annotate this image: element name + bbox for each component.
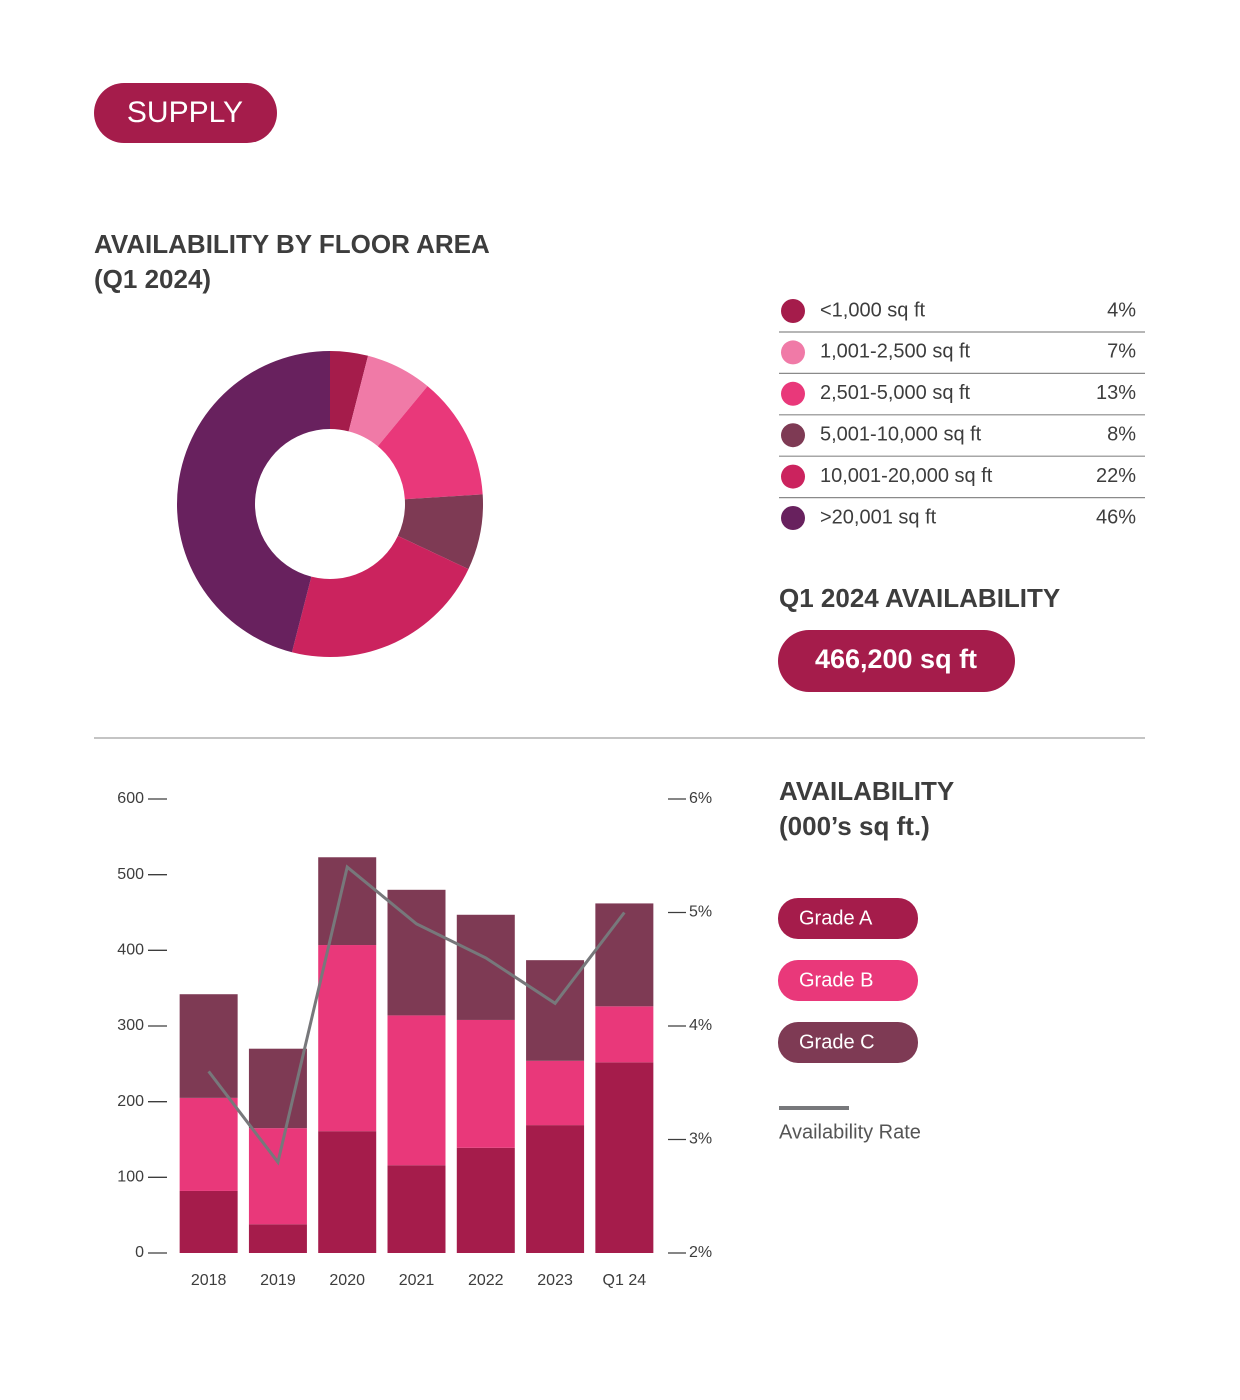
y-tick-label: 0 <box>135 1244 144 1261</box>
bar <box>387 1015 446 1166</box>
legend-label: 2,501-5,000 sq ft <box>820 382 971 404</box>
chart-title: AVAILABILITY <box>779 776 954 806</box>
legend-pill <box>778 960 918 1001</box>
legend-label: <1,000 sq ft <box>820 299 926 321</box>
y-tick-label: 600 <box>117 790 144 807</box>
chart-title: AVAILABILITY BY FLOOR AREA <box>94 229 490 259</box>
bar <box>248 1224 307 1253</box>
y2-tick-label: 2% <box>689 1244 712 1261</box>
bar <box>595 1006 654 1063</box>
pie-slice <box>348 355 428 447</box>
bar <box>248 1048 307 1129</box>
y-tick-label: 500 <box>117 866 144 883</box>
x-tick-label: 2018 <box>191 1272 227 1289</box>
rate-line <box>207 864 626 1166</box>
bar <box>526 1125 585 1253</box>
bar <box>595 1062 654 1253</box>
summary-value: 466,200 sq ft <box>815 644 977 674</box>
x-tick-label: 2019 <box>260 1272 296 1289</box>
pie-slice <box>397 494 483 570</box>
legend-value: 46% <box>1096 506 1136 528</box>
legend-value: 8% <box>1107 423 1136 445</box>
y2-tick-label: 4% <box>689 1017 712 1034</box>
y2-tick-label: 3% <box>689 1131 712 1148</box>
pie-slice <box>176 351 330 653</box>
bar <box>456 914 515 1020</box>
legend-swatch <box>781 506 805 530</box>
legend-label: 10,001-20,000 sq ft <box>820 465 993 487</box>
legend-label: Availability Rate <box>779 1121 921 1143</box>
legend-label: >20,001 sq ft <box>820 506 937 528</box>
pie-slice <box>377 386 483 500</box>
legend-swatch <box>781 381 805 406</box>
bar <box>318 1131 377 1253</box>
legend-value: 4% <box>1107 299 1136 321</box>
bar <box>526 1060 585 1126</box>
summary-badge <box>778 630 1015 692</box>
legend-value: 7% <box>1107 341 1136 363</box>
bar <box>456 1019 515 1148</box>
legend-pill <box>778 1022 918 1063</box>
pie-slice <box>291 535 469 658</box>
bar <box>595 903 654 1007</box>
x-tick-label: 2021 <box>399 1272 435 1289</box>
y-tick-label: 400 <box>117 942 144 959</box>
legend-label: Grade A <box>799 907 873 929</box>
legend-swatch <box>781 423 805 448</box>
summary-title: Q1 2024 AVAILABILITY <box>779 583 1060 613</box>
bar <box>456 1147 515 1253</box>
bar <box>179 1190 238 1253</box>
chart-subtitle: (Q1 2024) <box>94 264 211 294</box>
legend-label: Grade B <box>799 969 873 991</box>
x-tick-label: 2020 <box>329 1272 365 1289</box>
x-tick-label: 2023 <box>537 1272 573 1289</box>
bar <box>179 994 238 1098</box>
legend-label: 5,001-10,000 sq ft <box>820 423 982 445</box>
y2-tick-label: 6% <box>689 790 712 807</box>
x-tick-label: 2022 <box>468 1272 504 1289</box>
legend-swatch <box>781 299 805 323</box>
bar <box>387 889 446 1016</box>
section-title: SUPPLY <box>127 96 243 129</box>
legend-pill <box>778 898 918 939</box>
bar <box>248 1128 307 1225</box>
bar <box>387 1165 446 1253</box>
y-tick-label: 100 <box>117 1169 144 1186</box>
bar <box>318 945 377 1132</box>
y2-tick-label: 5% <box>689 904 712 921</box>
pie-slice <box>330 351 369 432</box>
section-badge <box>94 83 277 143</box>
legend-value: 22% <box>1096 465 1136 487</box>
y-tick-label: 200 <box>117 1093 144 1110</box>
legend-value: 13% <box>1096 382 1136 404</box>
legend-label: Grade C <box>799 1031 875 1053</box>
x-tick-label: Q1 24 <box>603 1272 647 1289</box>
legend-swatch <box>781 464 805 489</box>
legend-swatch <box>781 340 805 365</box>
legend-label: 1,001-2,500 sq ft <box>820 341 971 363</box>
y-tick-label: 300 <box>117 1017 144 1034</box>
chart-subtitle: (000’s sq ft.) <box>779 811 930 841</box>
bar <box>179 1097 238 1191</box>
